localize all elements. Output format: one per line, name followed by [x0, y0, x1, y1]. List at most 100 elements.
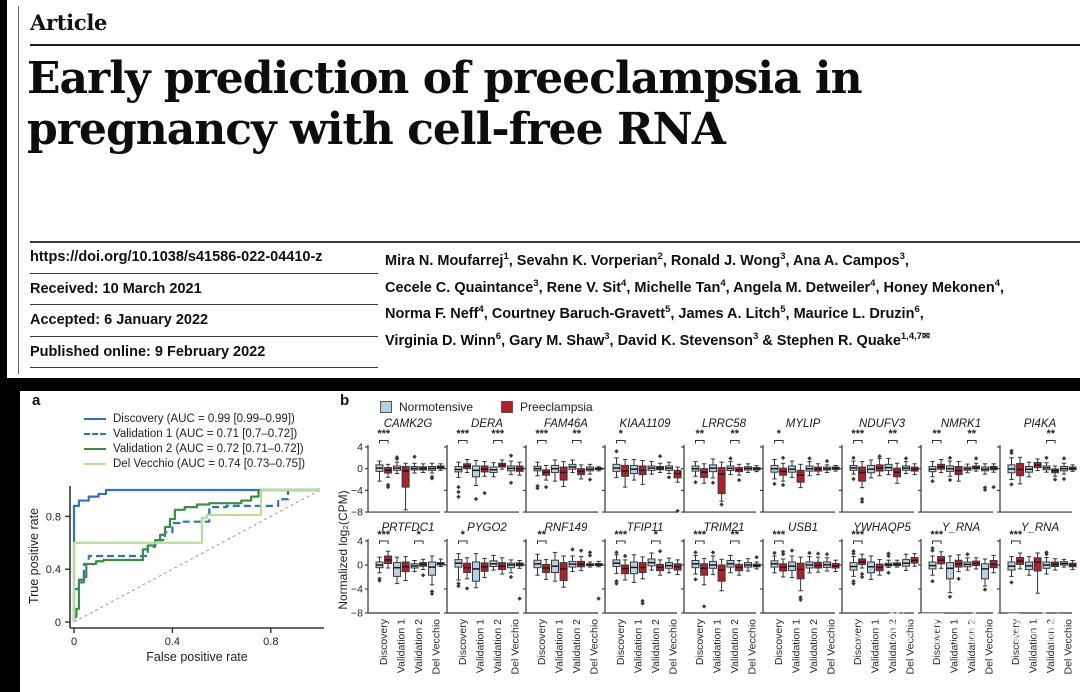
group-legend-item: Normotensive: [380, 400, 473, 414]
svg-text:**: **: [573, 428, 582, 440]
legend-color-swatch: [380, 401, 392, 413]
author-line: Mira N. Moufarrej1, Sevahn K. Vorperian2…: [385, 251, 909, 269]
svg-text:−4: −4: [351, 584, 363, 596]
author-line: Virginia D. Winn6, Gary M. Shaw3, David …: [385, 330, 930, 349]
svg-text:*: *: [654, 529, 659, 541]
svg-text:Validation 1: Validation 1: [791, 619, 803, 673]
svg-text:Del Vecchio: Del Vecchio: [826, 619, 838, 675]
svg-text:TRIM21: TRIM21: [704, 522, 745, 534]
svg-text:−8: −8: [351, 507, 363, 519]
page-title: Early prediction of preeclampsia in pregn…: [27, 53, 863, 156]
svg-text:Validation 1: Validation 1: [475, 619, 487, 673]
legend-label: Validation 1 (AUC = 0.71 [0.7–0.72]): [113, 427, 298, 440]
svg-text:Del Vecchio: Del Vecchio: [668, 619, 680, 675]
svg-text:Validation 2: Validation 2: [650, 619, 662, 673]
figure-1: a Discovery (AUC = 0.99 [0.99–0.99]) Vali…: [0, 378, 1080, 692]
gene-panel-usb1: USB1*** Discovery Validation 1 Validation 2…: [760, 522, 840, 675]
svg-text:True positive rate: True positive rate: [27, 508, 41, 604]
gene-panel-camk2g: CAMK2G 4 0 −4 −8 ***: [351, 418, 445, 519]
svg-text:***: ***: [851, 529, 865, 541]
svg-text:***: ***: [930, 529, 944, 541]
svg-text:**: **: [889, 428, 898, 440]
gene-panel-nmrk1: NMRK1** **: [918, 418, 998, 513]
svg-text:4: 4: [357, 442, 363, 454]
title-line-1: Early prediction of preeclampsia in: [27, 53, 863, 104]
svg-text:*: *: [777, 428, 782, 440]
author-line: Cecele C. Quaintance3, Rene V. Sit4, Mic…: [385, 277, 1005, 296]
received-date: Received: 10 March 2021: [30, 274, 378, 305]
svg-text:NDUFV3: NDUFV3: [859, 418, 906, 430]
gene-panel-pygo2: PYGO2* Discovery Validation 1 Validation 2 D…: [444, 522, 524, 674]
svg-text:Discovery: Discovery: [694, 618, 706, 665]
svg-text:USB1: USB1: [788, 522, 818, 534]
author-line: Norma F. Neff4, Courtney Baruch-Gravett5…: [385, 304, 924, 322]
svg-text:***: ***: [377, 428, 391, 440]
gene-panel-lrrc58: LRRC58** **: [681, 418, 761, 513]
svg-text:False positive rate: False positive rate: [146, 650, 247, 664]
svg-text:Validation 2: Validation 2: [729, 619, 741, 673]
roc-plot: 0 0.4 0.8 0 0.4 0.8 False positive rate True po…: [27, 486, 324, 664]
svg-text:***: ***: [456, 428, 470, 440]
svg-text:Del Vecchio: Del Vecchio: [431, 619, 443, 675]
svg-text:Discovery: Discovery: [536, 618, 548, 665]
svg-text:***: ***: [1009, 529, 1023, 541]
svg-text:*: *: [461, 529, 466, 541]
svg-text:Del Vecchio: Del Vecchio: [905, 619, 917, 675]
gene-panel-ywhaqp5: YWHAQP5*** Discovery Validation 1 Validatio…: [839, 522, 919, 675]
svg-text:Discovery: Discovery: [773, 618, 785, 665]
svg-text:Discovery: Discovery: [378, 618, 390, 665]
svg-text:0: 0: [357, 560, 363, 572]
svg-text:0.8: 0.8: [46, 511, 61, 523]
svg-text:Del Vecchio: Del Vecchio: [1063, 619, 1075, 675]
gene-panel-pi4ka: PI4KA**: [997, 418, 1077, 513]
svg-text:Discovery: Discovery: [852, 618, 864, 665]
svg-text:Validation 2: Validation 2: [966, 619, 978, 673]
figure-frame-top: [0, 378, 1080, 391]
svg-text:Del Vecchio: Del Vecchio: [984, 619, 996, 675]
svg-text:Del Vecchio: Del Vecchio: [589, 619, 601, 675]
svg-text:TFIP11: TFIP11: [627, 522, 664, 534]
gene-panel-trim21: TRIM21*** **Discovery Validation 1 Validati…: [681, 522, 761, 674]
roc-legend-item: Validation 2 (AUC = 0.72 [0.71–0.72]): [84, 441, 305, 456]
svg-text:0.4: 0.4: [165, 636, 180, 648]
panel-b-label: b: [340, 392, 350, 409]
svg-text:0: 0: [55, 617, 61, 629]
svg-text:Validation 1: Validation 1: [396, 619, 408, 673]
svg-text:Validation 1: Validation 1: [712, 619, 724, 673]
svg-text:Validation 2: Validation 2: [413, 619, 425, 673]
svg-text:Validation 1: Validation 1: [1028, 619, 1040, 673]
article-meta: https://doi.org/10.1038/s41586-022-04410…: [30, 242, 378, 368]
legend-label: Discovery (AUC = 0.99 [0.99–0.99]): [113, 412, 295, 425]
gene-panel-mylip: MYLIP *: [760, 418, 840, 513]
header-rule: [30, 241, 1080, 243]
left-bezel: [0, 0, 7, 692]
svg-text:**: **: [1047, 428, 1056, 440]
gene-panel-rnf149: RNF149** Discovery Validation 1 Validation …: [523, 522, 603, 675]
svg-text:0.8: 0.8: [263, 636, 278, 648]
gene-panel-y_rna: Y_RNA*** Discovery Validation 1 Validation …: [918, 522, 998, 675]
svg-text:FAM46A: FAM46A: [544, 418, 588, 430]
svg-text:Validation 2: Validation 2: [492, 619, 504, 673]
svg-text:Validation 1: Validation 1: [870, 619, 882, 673]
svg-text:0.4: 0.4: [46, 564, 61, 576]
svg-text:−4: −4: [351, 485, 363, 497]
svg-text:Normalized log₂(CPM): Normalized log₂(CPM): [336, 490, 350, 609]
svg-text:**: **: [731, 529, 740, 541]
legend-label: Preeclampsia: [520, 400, 593, 414]
doi-link[interactable]: https://doi.org/10.1038/s41586-022-04410…: [30, 242, 378, 274]
svg-text:Discovery: Discovery: [457, 618, 469, 665]
svg-text:Discovery: Discovery: [1010, 618, 1022, 665]
svg-text:Validation 2: Validation 2: [808, 619, 820, 673]
svg-text:PYGO2: PYGO2: [467, 522, 507, 534]
figure-frame-left: [0, 378, 20, 692]
legend-line-swatch: [84, 417, 106, 420]
gene-panel-fam46a: FAM46A*** **: [523, 418, 603, 513]
svg-text:KIAA1109: KIAA1109: [620, 418, 672, 430]
roc-legend-item: Discovery (AUC = 0.99 [0.99–0.99]): [84, 411, 305, 426]
legend-line-swatch: [84, 432, 106, 435]
svg-text:***: ***: [491, 428, 505, 440]
svg-text:Discovery: Discovery: [615, 618, 627, 665]
gene-panel-dera: DERA*** ***: [444, 418, 524, 513]
